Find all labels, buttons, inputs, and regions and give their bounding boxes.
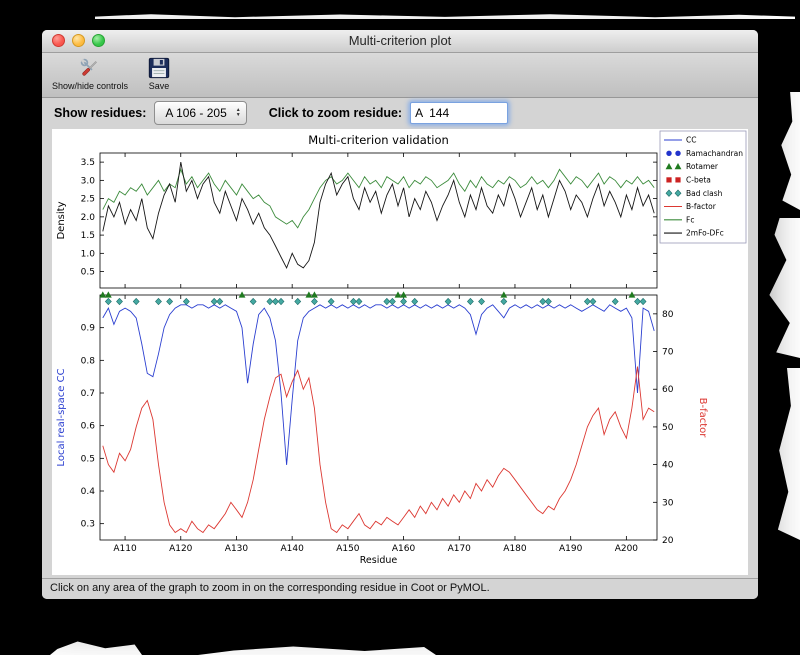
svg-text:Bad clash: Bad clash bbox=[686, 189, 723, 198]
zoom-residue-label: Click to zoom residue: bbox=[268, 106, 403, 120]
svg-text:A130: A130 bbox=[225, 544, 249, 554]
plot-canvas[interactable]: Multi-criterion validation 0.5 1.0 1.5 2.0 2.… bbox=[42, 128, 758, 578]
save-icon bbox=[148, 57, 170, 79]
svg-text:80: 80 bbox=[662, 310, 674, 320]
svg-text:Residue: Residue bbox=[360, 555, 398, 566]
scan-artifact bbox=[50, 641, 142, 655]
svg-text:0.3: 0.3 bbox=[81, 520, 95, 530]
svg-text:0.5: 0.5 bbox=[81, 268, 95, 278]
svg-text:CC: CC bbox=[686, 136, 696, 145]
tools-icon bbox=[80, 58, 97, 76]
toolbar: Show/hide controls Save bbox=[42, 53, 758, 98]
plot-svg[interactable]: Multi-criterion validation 0.5 1.0 1.5 2.0 2.… bbox=[52, 129, 748, 575]
show-residues-label: Show residues: bbox=[54, 106, 147, 120]
minimize-button[interactable] bbox=[72, 34, 85, 47]
multi-criterion-plot-window: Multi-criterion plot Show/hide controls bbox=[42, 30, 758, 599]
title-bar[interactable]: Multi-criterion plot bbox=[42, 30, 758, 53]
svg-text:A200: A200 bbox=[615, 544, 639, 554]
scan-artifact bbox=[95, 14, 795, 19]
save-button[interactable]: Save bbox=[146, 55, 172, 91]
svg-text:A150: A150 bbox=[336, 544, 360, 554]
svg-text:A180: A180 bbox=[503, 544, 527, 554]
svg-text:0.7: 0.7 bbox=[81, 389, 95, 399]
svg-text:A190: A190 bbox=[559, 544, 583, 554]
svg-text:70: 70 bbox=[662, 348, 674, 358]
svg-text:A170: A170 bbox=[448, 544, 472, 554]
svg-text:0.8: 0.8 bbox=[81, 356, 96, 366]
zoom-window-button[interactable] bbox=[92, 34, 105, 47]
save-label: Save bbox=[148, 81, 170, 91]
scan-artifact bbox=[777, 368, 800, 540]
scan-artifact bbox=[769, 218, 800, 358]
svg-text:2.5: 2.5 bbox=[81, 195, 95, 205]
scan-artifact bbox=[198, 646, 436, 655]
svg-text:0.6: 0.6 bbox=[81, 422, 96, 432]
svg-text:0.4: 0.4 bbox=[81, 487, 96, 497]
svg-text:Rotamer: Rotamer bbox=[686, 162, 719, 171]
popup-arrows-icon: ▲ ▼ bbox=[235, 107, 241, 118]
svg-text:C-beta: C-beta bbox=[686, 176, 711, 185]
svg-text:A140: A140 bbox=[280, 544, 304, 554]
show-hide-controls-label: Show/hide controls bbox=[52, 81, 129, 91]
svg-text:Multi-criterion validation: Multi-criterion validation bbox=[308, 133, 449, 147]
svg-text:A110: A110 bbox=[113, 544, 137, 554]
controls-bar: Show residues: A 106 - 205 ▲ ▼ Click to z… bbox=[42, 98, 758, 128]
svg-text:A120: A120 bbox=[169, 544, 193, 554]
svg-text:Ramachandran: Ramachandran bbox=[686, 149, 743, 158]
svg-text:Density: Density bbox=[56, 201, 67, 239]
traffic-lights bbox=[52, 34, 105, 47]
svg-text:Fc: Fc bbox=[686, 215, 694, 224]
svg-text:1.5: 1.5 bbox=[81, 231, 95, 241]
status-bar: Click on any area of the graph to zoom i… bbox=[42, 578, 758, 599]
zoom-residue-input[interactable] bbox=[410, 102, 509, 124]
residue-range-select[interactable]: A 106 - 205 ▲ ▼ bbox=[154, 101, 247, 125]
svg-text:Local real-space CC: Local real-space CC bbox=[56, 368, 67, 466]
svg-text:A160: A160 bbox=[392, 544, 416, 554]
svg-text:1.0: 1.0 bbox=[81, 249, 96, 259]
svg-text:0.9: 0.9 bbox=[81, 324, 96, 334]
svg-text:60: 60 bbox=[662, 385, 674, 395]
window-title: Multi-criterion plot bbox=[348, 33, 452, 48]
svg-text:B-factor: B-factor bbox=[686, 202, 717, 211]
svg-text:3.0: 3.0 bbox=[81, 176, 96, 186]
svg-text:30: 30 bbox=[662, 498, 674, 508]
svg-text:2mFo-DFc: 2mFo-DFc bbox=[686, 229, 724, 238]
residue-range-value: A 106 - 205 bbox=[165, 106, 227, 120]
svg-text:3.5: 3.5 bbox=[81, 158, 95, 168]
svg-text:0.5: 0.5 bbox=[81, 454, 95, 464]
close-button[interactable] bbox=[52, 34, 65, 47]
svg-text:2.0: 2.0 bbox=[81, 213, 96, 223]
svg-text:B-factor: B-factor bbox=[697, 398, 708, 439]
svg-text:20: 20 bbox=[662, 536, 674, 546]
scan-artifact bbox=[781, 92, 800, 210]
show-hide-controls-button[interactable]: Show/hide controls bbox=[52, 55, 128, 91]
svg-text:50: 50 bbox=[662, 423, 674, 433]
svg-text:40: 40 bbox=[662, 461, 674, 471]
